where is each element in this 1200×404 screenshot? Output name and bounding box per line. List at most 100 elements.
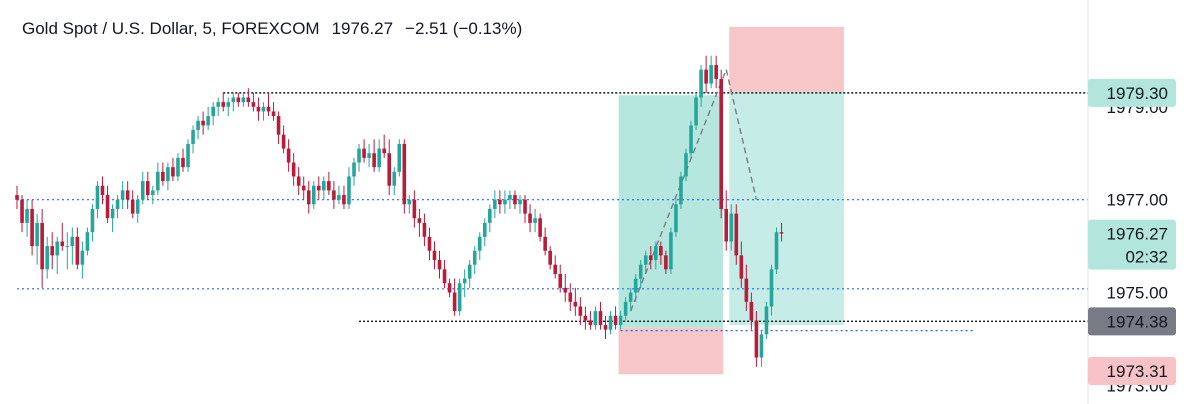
price-label-badge bbox=[1088, 357, 1176, 386]
trend-line bbox=[725, 69, 758, 200]
legend: Gold Spot / U.S. Dollar, 5, FOREXCOM 1976… bbox=[22, 19, 522, 38]
candle-body-up bbox=[774, 232, 779, 270]
candle-body-up bbox=[477, 236, 482, 251]
price-label-text: 1973.31 bbox=[1107, 362, 1168, 381]
price-label-text: 1974.38 bbox=[1107, 312, 1168, 331]
candle-body-down bbox=[276, 116, 281, 135]
candle-body-down bbox=[588, 320, 593, 326]
candle-body-up bbox=[216, 102, 220, 107]
legend-price: 1976.27 bbox=[332, 19, 393, 38]
candle-body-down bbox=[573, 301, 578, 307]
candle-body-down bbox=[30, 208, 34, 247]
candle-body-up bbox=[367, 153, 371, 158]
candle-body-down bbox=[744, 278, 749, 302]
price-labels: 1979.30 1976.27 02:32 1974.38 1973.31 bbox=[1088, 78, 1176, 386]
horizontal-lines bbox=[17, 92, 1088, 332]
candle-body-up bbox=[472, 250, 477, 265]
candle-body-down bbox=[659, 246, 663, 256]
candle-body-down bbox=[402, 143, 407, 205]
trend-lines bbox=[630, 69, 758, 312]
candle-body-down bbox=[296, 176, 301, 186]
candle-body-up bbox=[176, 157, 180, 177]
candle-body-up bbox=[135, 199, 140, 214]
candle-body-up bbox=[85, 232, 90, 251]
candle-body-down bbox=[648, 255, 653, 261]
candle-body-up bbox=[115, 199, 120, 209]
candle-body-up bbox=[90, 208, 95, 233]
price-label-badge bbox=[1088, 78, 1176, 107]
candle-body-down bbox=[332, 190, 336, 200]
candle-body-down bbox=[734, 213, 739, 256]
price-label-countdown: 02:32 bbox=[1125, 248, 1168, 267]
candle-body-up bbox=[140, 181, 145, 200]
price-axis-tick-label: 1977.00 bbox=[1107, 191, 1168, 210]
candle-body-up bbox=[45, 246, 49, 270]
candle-body-down bbox=[578, 306, 583, 316]
candle-body-down bbox=[422, 222, 427, 237]
candle-body-down bbox=[20, 199, 24, 223]
candle-body-up bbox=[699, 69, 703, 98]
candle-body-down bbox=[553, 264, 558, 274]
position-zones bbox=[618, 26, 844, 375]
candle-body-up bbox=[488, 208, 492, 223]
candle-body-down bbox=[291, 162, 296, 177]
candle-body-up bbox=[377, 148, 381, 168]
candle-body-down bbox=[412, 199, 417, 219]
candle-body-down bbox=[271, 111, 276, 117]
candle-body-up bbox=[120, 190, 125, 200]
candle-body-up bbox=[151, 190, 155, 196]
candle-body-up bbox=[684, 153, 688, 177]
candle-body-down bbox=[266, 106, 271, 112]
candle-body-up bbox=[654, 246, 658, 261]
candle-body-down bbox=[558, 273, 563, 288]
candle-body-up bbox=[694, 97, 698, 126]
price-axis[interactable] bbox=[1087, 0, 1200, 404]
candle-body-down bbox=[251, 102, 256, 107]
candle-body-down bbox=[281, 134, 286, 149]
candle-body-down bbox=[417, 218, 422, 223]
candle-body-down bbox=[301, 185, 306, 191]
candle-body-up bbox=[186, 143, 190, 168]
candle-body-down bbox=[125, 190, 130, 200]
candle-body-up bbox=[211, 106, 215, 117]
legend-symbol: Gold Spot / U.S. Dollar, 5, FOREXCOM bbox=[22, 19, 320, 38]
candle-body-up bbox=[70, 236, 75, 247]
candle-body-up bbox=[493, 199, 497, 209]
candle-body-up bbox=[357, 148, 361, 163]
candle-body-up bbox=[95, 185, 100, 209]
candle-body-up bbox=[231, 97, 236, 103]
candle-body-up bbox=[25, 208, 29, 223]
candle-body-up bbox=[508, 195, 512, 200]
candle-body-down bbox=[513, 195, 517, 205]
candle-body-up bbox=[457, 283, 462, 312]
candle-body-up bbox=[407, 199, 412, 205]
candle-body-up bbox=[608, 315, 613, 330]
candle-body-up bbox=[156, 171, 160, 191]
candle-body-down bbox=[317, 185, 321, 191]
candle-body-down bbox=[286, 148, 291, 163]
candle-body-down bbox=[528, 213, 532, 223]
candle-body-up bbox=[392, 171, 397, 186]
candle-body-down bbox=[246, 97, 251, 103]
candle-body-up bbox=[462, 278, 467, 284]
candle-body-up bbox=[241, 97, 246, 103]
candle-body-up bbox=[593, 311, 598, 326]
candle-body-up bbox=[643, 255, 648, 265]
candle-body-down bbox=[372, 153, 376, 168]
candle-body-up bbox=[261, 106, 266, 112]
candle-body-up bbox=[206, 116, 210, 126]
candle-body-up bbox=[633, 278, 638, 293]
candle-body-up bbox=[759, 334, 764, 358]
candle-body-up bbox=[503, 199, 507, 205]
candle-body-down bbox=[548, 250, 552, 265]
candle-body-down bbox=[75, 236, 80, 265]
price-axis-background bbox=[1088, 0, 1200, 404]
candle-body-down bbox=[749, 301, 754, 321]
candle-body-down bbox=[40, 222, 44, 270]
candle-body-down bbox=[583, 315, 588, 321]
long-stop-zone bbox=[618, 327, 724, 375]
candle-body-down bbox=[543, 236, 547, 251]
candle-body-up bbox=[347, 176, 351, 205]
candle-body-down bbox=[714, 65, 718, 79]
